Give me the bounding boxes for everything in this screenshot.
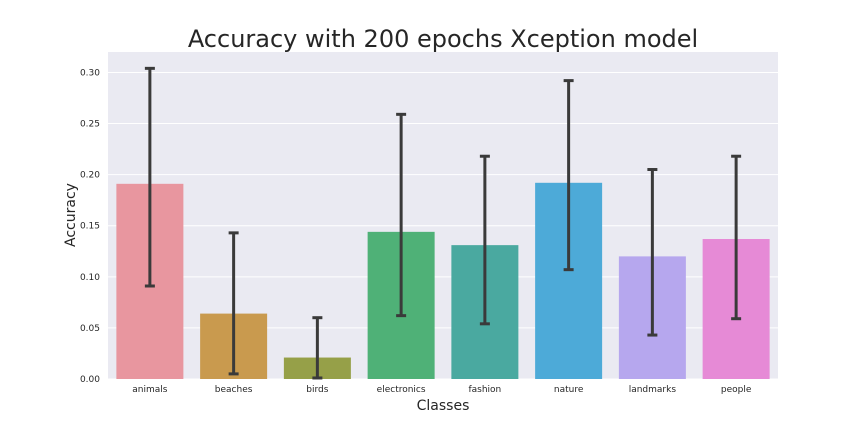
y-tick-label: 0.00 [80,375,100,385]
y-tick-label: 0.30 [80,68,100,78]
y-axis-label: Accuracy [63,183,79,247]
x-tick-label: birds [306,385,328,395]
x-tick-label: people [721,385,752,395]
y-tick-label: 0.10 [80,273,100,283]
x-tick-label: nature [554,385,584,395]
y-tick-label: 0.15 [80,222,100,232]
y-tick-label: 0.05 [80,324,100,334]
y-tick-label: 0.20 [80,171,100,181]
y-tick-label: 0.25 [80,120,100,130]
error-bars-group [144,66,742,380]
x-axis-label: Classes [417,398,470,414]
x-tick-label: fashion [468,385,501,395]
x-ticks: animals beaches birds electronics fashion nat… [132,385,752,395]
y-ticks: 0.00 0.05 0.10 0.15 0.20 0.25 0.30 [80,68,100,385]
x-tick-label: landmarks [629,385,677,395]
x-tick-label: animals [132,385,168,395]
chart-title: Accuracy with 200 epochs Xception model [188,25,698,53]
x-tick-label: electronics [377,385,426,395]
x-tick-label: beaches [215,385,253,395]
